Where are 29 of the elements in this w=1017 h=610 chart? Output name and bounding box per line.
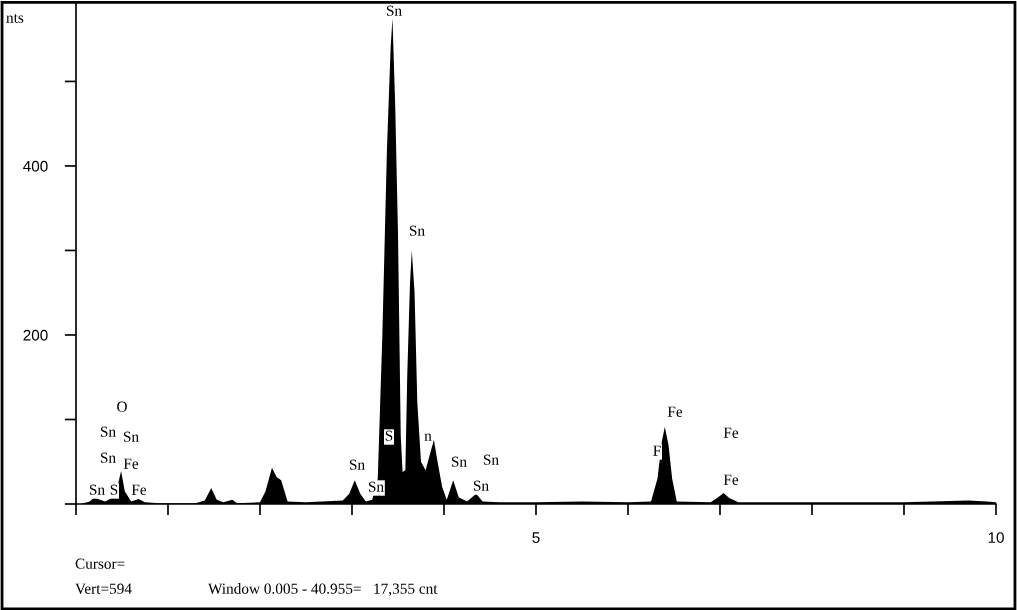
annotation: Sn [451, 456, 467, 467]
annotation: Fe [131, 484, 147, 495]
annotation: Fe [723, 427, 739, 438]
annotation: S [385, 430, 393, 441]
annotation: n [424, 433, 432, 441]
annotation: Fe [667, 406, 683, 417]
annotation: Fe [723, 474, 739, 485]
annotation: S [110, 484, 118, 495]
annotation: Sn [473, 480, 489, 491]
annotation: Sn [368, 481, 384, 492]
y-tick-label: 400 [23, 160, 48, 172]
text: Cursor= [75, 558, 125, 569]
annotation: Sn [100, 426, 116, 437]
annotation: Sn [349, 459, 365, 470]
annotation: Sn [100, 452, 116, 463]
annotation: Sn [483, 454, 499, 465]
annotation: Sn [89, 484, 105, 495]
annotation: O [117, 401, 127, 412]
x-tick-label: 5 [532, 532, 540, 543]
y-axis-title: nts [6, 14, 24, 23]
annotation: F [653, 445, 661, 456]
annotation: Sn [123, 431, 139, 442]
annotation: Fe [123, 458, 139, 469]
annotation: Sn [409, 225, 425, 236]
y-tick-label: 200 [23, 329, 48, 341]
x-tick-label: 10 [988, 532, 1004, 543]
annotation: Sn [386, 5, 402, 16]
text: Vert=594 [75, 583, 132, 594]
text: Window 0.005 - 40.955= 17,355 cnt [208, 583, 438, 597]
